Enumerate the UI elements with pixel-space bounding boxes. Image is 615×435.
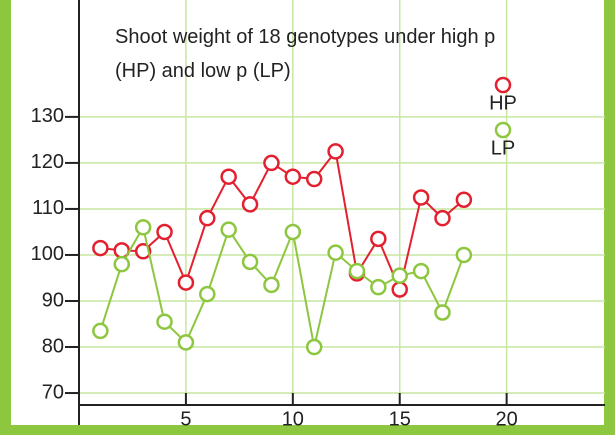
y-tick-label: 80 (42, 335, 64, 357)
point (305, 170, 323, 188)
point (156, 223, 173, 241)
point (156, 313, 173, 330)
y-tick-label: 130 (31, 105, 64, 127)
point (370, 278, 387, 296)
x-tick-label: 5 (180, 408, 191, 430)
legend-marker (494, 76, 512, 94)
point (263, 276, 280, 294)
chart-title: Shoot weight of 18 genotypes under high … (115, 26, 496, 82)
frame (0, 0, 11, 435)
y-tick-label: 120 (31, 151, 64, 173)
legend-label: LP (491, 137, 515, 159)
point (177, 334, 195, 351)
frame (604, 0, 615, 435)
legend-marker (494, 121, 512, 139)
point (348, 262, 366, 280)
point (92, 322, 109, 340)
point (391, 267, 408, 284)
point (241, 253, 259, 271)
point (199, 209, 216, 227)
point (455, 246, 473, 264)
y-tick-label: 90 (42, 289, 64, 311)
y-tick-label: 110 (32, 197, 64, 219)
point (199, 285, 216, 303)
y-tick-label: 100 (31, 243, 64, 265)
legend-label: HP (489, 92, 517, 114)
point (284, 223, 302, 241)
point (434, 209, 451, 227)
point (220, 221, 237, 238)
point (412, 262, 430, 280)
point (220, 168, 237, 185)
point (327, 244, 344, 261)
x-tick-label: 10 (282, 408, 304, 430)
y-tick-label: 70 (42, 381, 64, 403)
x-tick-label: 15 (389, 408, 411, 430)
series-line (100, 149, 465, 293)
x-tick-label: 20 (496, 408, 518, 430)
point (134, 219, 152, 236)
point (134, 243, 152, 260)
point (177, 274, 195, 291)
point (92, 239, 109, 257)
point (284, 168, 302, 185)
point (391, 281, 408, 298)
point (412, 189, 430, 206)
point (113, 255, 131, 273)
point (434, 304, 451, 321)
frame (0, 425, 615, 435)
point (327, 143, 344, 160)
point (305, 338, 323, 356)
point (263, 154, 280, 172)
point (370, 230, 387, 248)
point (241, 196, 259, 213)
point (455, 191, 473, 208)
